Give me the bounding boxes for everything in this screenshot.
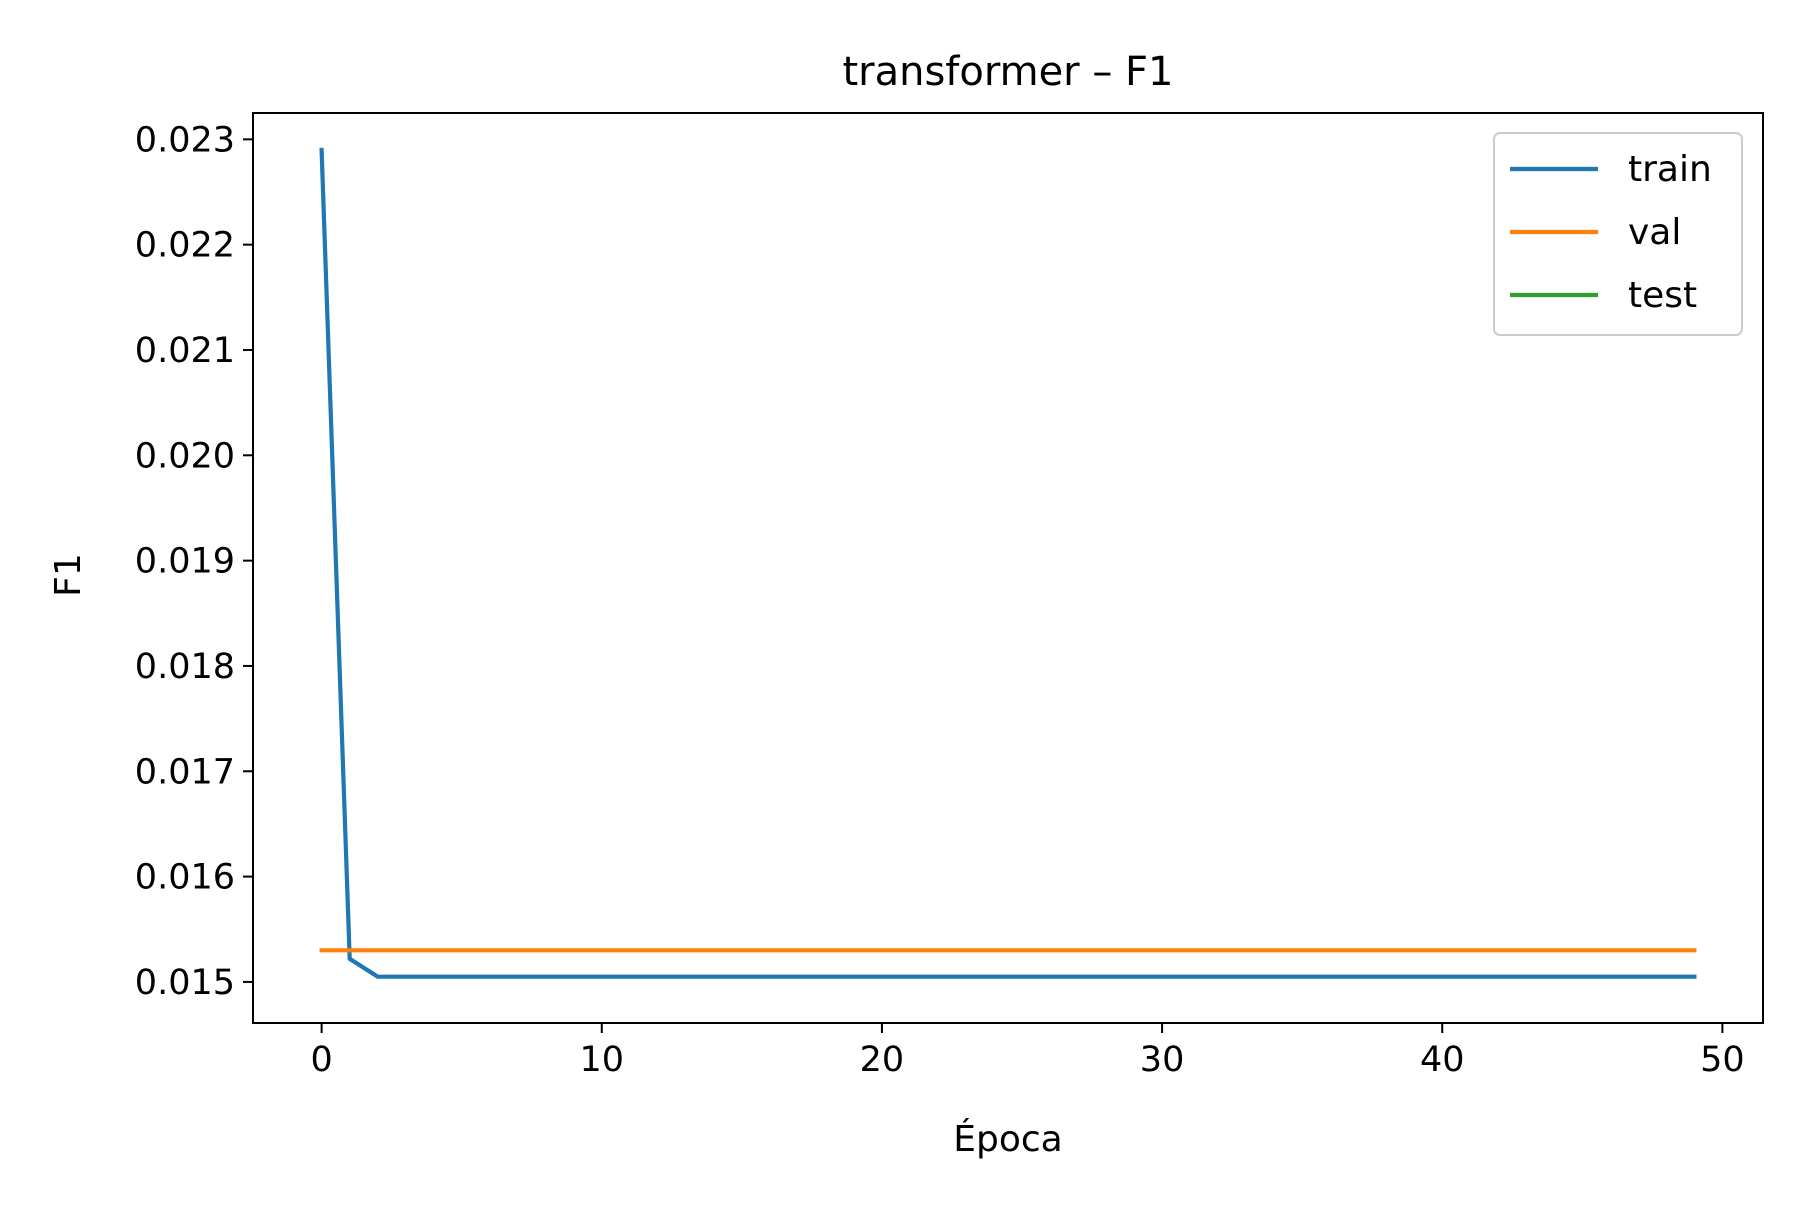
y-tick-label: 0.022 [135, 226, 235, 266]
legend-label-train: train [1628, 149, 1712, 190]
y-tick-label: 0.015 [135, 963, 235, 1003]
plot-area [252, 112, 1764, 1024]
y-tick-label: 0.021 [135, 331, 235, 371]
y-tick-label: 0.017 [135, 752, 235, 792]
axis-ticks: 0 10 20 30 40 50 0.015 0.016 0.017 0.018 0.019 0.02… [135, 120, 1745, 1080]
x-tick-label: 10 [580, 1040, 625, 1080]
x-axis-label: Época [953, 1118, 1062, 1160]
x-tick-label: 20 [860, 1040, 905, 1080]
x-tick-label: 40 [1420, 1040, 1465, 1080]
x-tick-label: 0 [310, 1040, 332, 1080]
x-tick-label: 30 [1140, 1040, 1185, 1080]
legend-label-test: test [1628, 275, 1697, 316]
y-tick-label: 0.019 [135, 542, 235, 582]
series-line-train [319, 147, 1697, 979]
y-tick-label: 0.020 [135, 436, 235, 476]
y-axis-label: F1 [48, 553, 89, 597]
chart-title: transformer – F1 [842, 49, 1173, 95]
y-tick-label: 0.023 [135, 120, 235, 160]
x-tick-label: 50 [1700, 1040, 1745, 1080]
y-tick-label: 0.018 [135, 647, 235, 687]
legend-box [1493, 132, 1743, 336]
axes-frame [252, 112, 1764, 1024]
legend: train val test [1493, 132, 1743, 336]
y-tick-label: 0.016 [135, 858, 235, 898]
legend-label-val: val [1628, 212, 1681, 253]
